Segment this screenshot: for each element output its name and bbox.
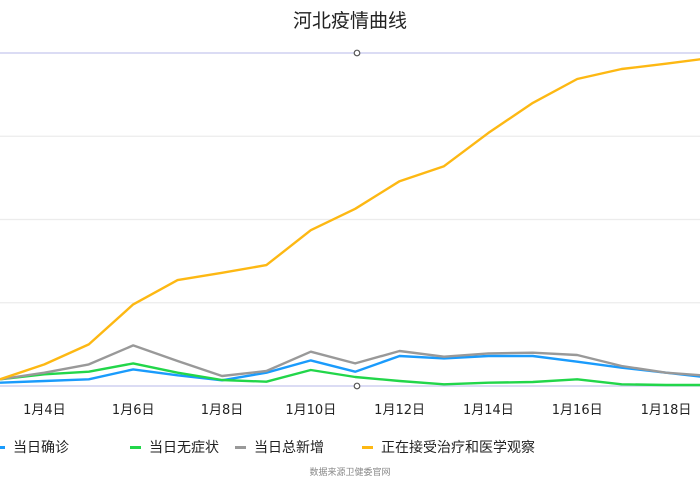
legend-item[interactable]: 正在接受治疗和医学观察 [362,437,535,457]
legend-label: 当日总新增 [254,440,324,456]
x-tick-label: 1月16日 [552,403,603,418]
legend-item[interactable]: 当日确诊 [0,437,69,457]
x-tick-label: 1月12日 [374,403,425,418]
source-note: 数据来源卫健委官网 [309,468,391,478]
x-tick-label: 1月8日 [201,403,244,418]
series-line-2 [0,344,700,381]
line-chart: 1月4日 1月6日 1月8日 1月10日 1月12日 1月14日 1月16日 1月18日 [0,49,700,418]
legend-item[interactable]: 当日总新增 [235,437,324,457]
legend-swatch-icon [235,445,246,449]
legend-item[interactable]: 当日无症状 [130,437,219,457]
x-tick-label: 1月4日 [23,403,66,418]
legend: 当日确诊 当日无症状 当日总新增 正在接受治疗和医学观察 [0,437,700,457]
legend-swatch-icon [130,445,141,449]
handle-icon [353,382,361,390]
x-tick-label: 1月14日 [463,403,514,418]
legend-label: 当日无症状 [149,440,219,456]
series-line-1 [0,362,700,387]
x-tick-label: 1月6日 [112,403,155,418]
legend-label: 正在接受治疗和医学观察 [381,440,535,456]
legend-swatch-icon [362,445,373,449]
series-line-3 [0,58,700,381]
legend-label: 当日确诊 [13,440,69,456]
chart-title: 河北疫情曲线 [292,10,407,32]
x-tick-label: 1月10日 [285,403,336,418]
x-tick-label: 1月18日 [641,403,692,418]
handle-icon [353,49,361,57]
series-line-0 [0,354,700,384]
legend-swatch-icon [0,445,5,449]
